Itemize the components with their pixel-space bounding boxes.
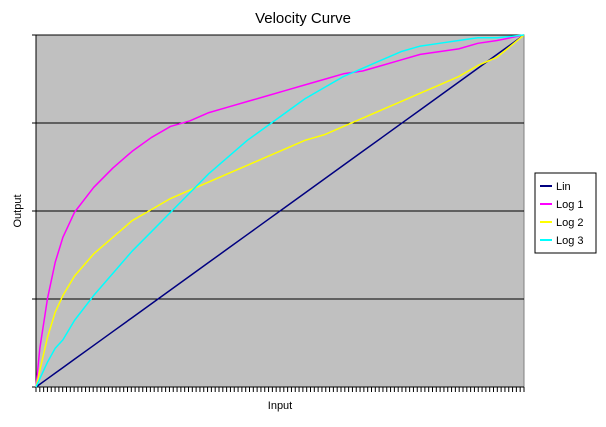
legend-label-lin: Lin <box>556 181 571 193</box>
legend-label-log-2: Log 2 <box>556 217 584 229</box>
series-line-log-3 <box>35 34 525 388</box>
y-axis-ticks <box>32 34 36 388</box>
chart-title: Velocity Curve <box>255 10 351 27</box>
x-axis-label: Input <box>268 400 292 412</box>
series-line-log-1 <box>35 34 525 388</box>
series-lines <box>35 34 525 388</box>
x-axis-ticks <box>35 387 525 392</box>
legend-label-log-3: Log 3 <box>556 235 584 247</box>
y-axis-label: Output <box>12 194 24 227</box>
legend: Lin Log 1 Log 2 Log 3 <box>534 172 597 254</box>
series-line-lin <box>35 34 525 388</box>
legend-label-log-1: Log 1 <box>556 199 584 211</box>
series-line-log-2 <box>35 34 525 388</box>
